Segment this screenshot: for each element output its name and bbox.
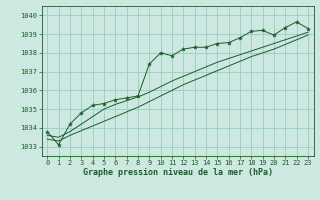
- X-axis label: Graphe pression niveau de la mer (hPa): Graphe pression niveau de la mer (hPa): [83, 168, 273, 177]
